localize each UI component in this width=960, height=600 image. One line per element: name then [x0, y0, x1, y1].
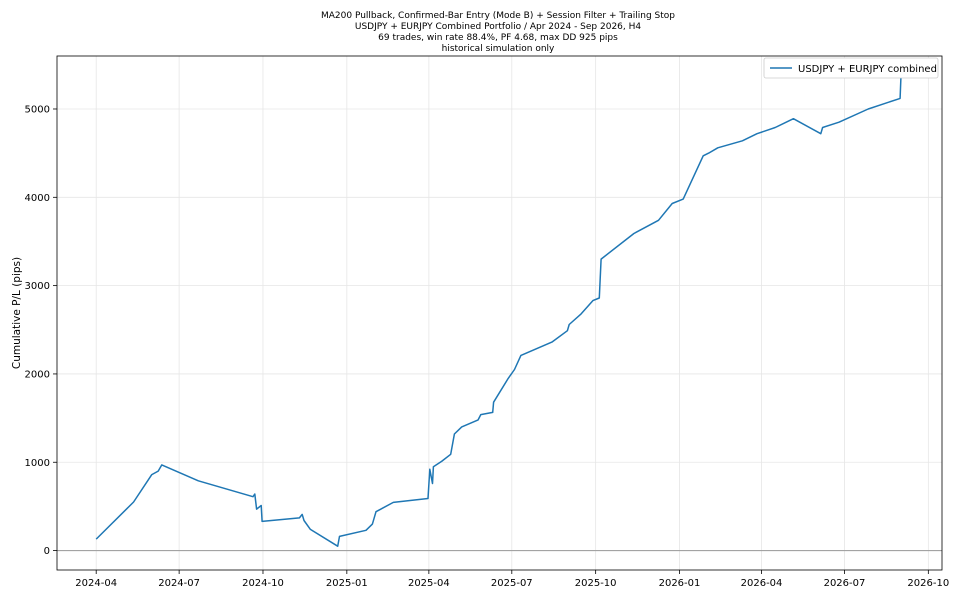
x-tick-label: 2025-04 — [408, 578, 450, 589]
y-tick-label: 0 — [44, 546, 50, 557]
plot-frame — [56, 55, 943, 571]
y-tick-label: 3000 — [25, 281, 50, 292]
x-tick-label: 2025-01 — [326, 578, 368, 589]
x-tick-label: 2024-07 — [158, 578, 200, 589]
y-tick-label: 4000 — [25, 193, 50, 204]
title-line: MA200 Pullback, Confirmed-Bar Entry (Mod… — [321, 11, 675, 21]
y-tick-label: 5000 — [25, 104, 50, 115]
x-tick-label: 2025-07 — [491, 578, 533, 589]
x-tick-label: 2026-01 — [659, 578, 701, 589]
x-tick-label: 2024-04 — [75, 578, 117, 589]
y-tick-label: 1000 — [25, 458, 50, 469]
x-tick-label: 2026-04 — [741, 578, 783, 589]
title-line: USDJPY + EURJPY Combined Portfolio / Apr… — [355, 22, 642, 32]
legend: USDJPY + EURJPY combined — [763, 57, 939, 79]
series-line — [95, 75, 902, 547]
y-axis-label: Cumulative P/L (pips) — [11, 257, 23, 369]
y-tick-label: 2000 — [25, 369, 50, 380]
axis-ticks: 2024-04 2024-07 2024-10 2025-01 2025-04 2025-… — [25, 104, 950, 589]
title-line: historical simulation only — [442, 44, 555, 54]
legend-box — [763, 57, 939, 79]
grid — [57, 56, 942, 570]
legend-label: USDJPY + EURJPY combined — [798, 64, 937, 75]
x-tick-label: 2026-10 — [907, 578, 949, 589]
x-tick-label: 2025-10 — [575, 578, 617, 589]
x-tick-label: 2024-10 — [242, 578, 284, 589]
series-group — [95, 75, 902, 547]
x-tick-label: 2026-07 — [824, 578, 866, 589]
chart-title: MA200 Pullback, Confirmed-Bar Entry (Mod… — [321, 11, 675, 54]
title-line: 69 trades, win rate 88.4%, PF 4.68, max … — [378, 33, 618, 43]
